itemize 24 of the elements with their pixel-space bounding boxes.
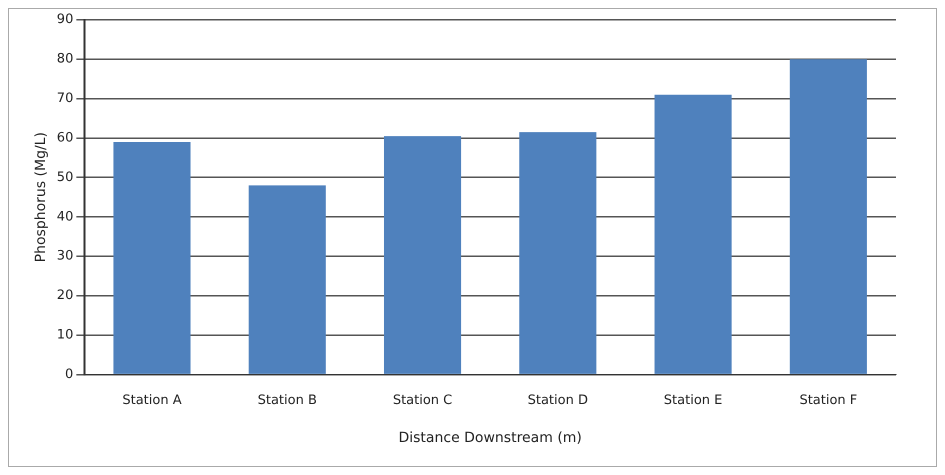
y-axis-title: Phosphorus (Mg/L) [33,132,50,262]
x-tick-label: Station F [799,392,858,408]
x-tick-label: Station C [392,392,452,408]
bar [384,136,462,374]
bar [790,59,867,374]
x-axis-title: Distance Downstream (m) [398,430,582,446]
y-tick-label: 0 [65,366,74,382]
y-tick-label: 10 [56,328,74,343]
x-tick-label: Station B [258,392,317,408]
x-tick-label: Station D [528,392,588,408]
bar [654,94,732,374]
y-tick-label: 30 [56,248,74,264]
y-tick-label: 90 [56,12,74,28]
x-tick-label: Station A [122,392,182,408]
y-tick-label: 60 [56,130,74,146]
y-tick-label: 80 [56,52,74,67]
y-tick-label: 20 [56,288,74,304]
y-tick-label: 40 [56,209,74,224]
y-tick-label: 50 [56,170,74,185]
bar [519,132,596,374]
y-tick-label: 70 [56,91,74,106]
bar [113,142,191,374]
bar [248,185,326,374]
x-tick-label: Station E [664,392,722,408]
